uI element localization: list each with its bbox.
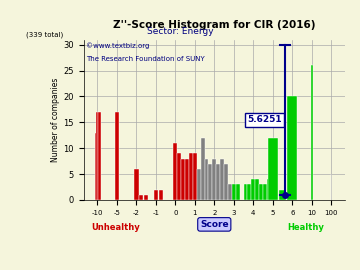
Bar [181,158,185,200]
Bar [201,138,204,200]
Bar [96,112,98,200]
Bar [189,153,193,200]
Bar [255,179,259,200]
Bar [208,164,212,200]
Bar [98,112,101,200]
Text: Unhealthy: Unhealthy [91,224,140,232]
Bar [263,184,267,200]
Bar [139,195,143,200]
Text: (339 total): (339 total) [26,31,63,38]
Text: ©www.textbiz.org: ©www.textbiz.org [86,42,149,49]
Bar [267,179,271,200]
Bar [232,184,236,200]
Bar [236,184,240,200]
Bar [193,153,197,200]
Bar [228,184,232,200]
Bar [279,190,287,200]
Bar [216,164,220,200]
Y-axis label: Number of companies: Number of companies [51,77,60,162]
Bar [311,65,313,200]
Bar [154,190,158,200]
Text: Healthy: Healthy [288,224,324,232]
Bar [212,158,216,200]
Bar [197,169,201,200]
Text: The Research Foundation of SUNY: The Research Foundation of SUNY [86,56,205,62]
Text: 5.6251: 5.6251 [247,115,282,124]
Bar [177,153,181,200]
Bar [224,164,228,200]
Bar [95,133,99,200]
Bar [251,179,255,200]
Bar [220,158,224,200]
Bar [115,112,119,200]
Bar [204,158,208,200]
Bar [159,190,163,200]
Bar [144,195,148,200]
Bar [268,138,278,200]
Title: Z''-Score Histogram for CIR (2016): Z''-Score Histogram for CIR (2016) [113,21,315,31]
Bar [185,158,189,200]
Text: Sector: Energy: Sector: Energy [147,27,213,36]
Bar [244,184,247,200]
Bar [247,184,251,200]
Bar [173,143,177,200]
Bar [259,184,263,200]
X-axis label: Score: Score [200,220,229,229]
Bar [134,169,139,200]
Bar [287,96,297,200]
